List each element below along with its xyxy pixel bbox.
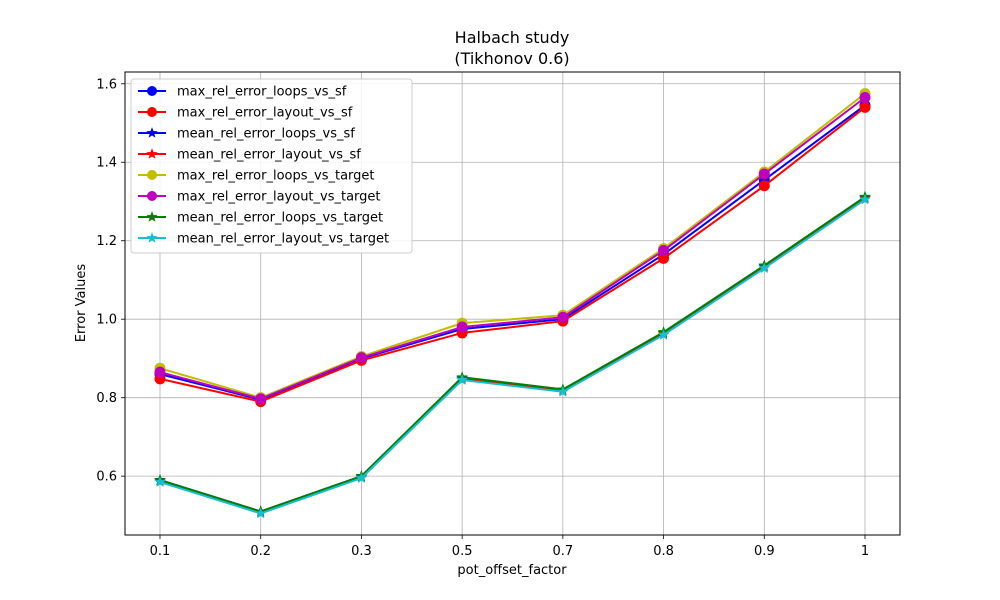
x-axis-label: pot_offset_factor bbox=[457, 563, 567, 578]
legend-marker bbox=[147, 86, 157, 96]
series-line bbox=[159, 106, 866, 403]
legend: max_rel_error_loops_vs_sf max_rel_error_l… bbox=[130, 78, 413, 254]
data-point bbox=[255, 393, 267, 405]
legend-item: max_rel_error_loops_vs_target bbox=[138, 169, 375, 184]
legend-label: mean_rel_error_loops_vs_sf bbox=[177, 127, 355, 142]
data-point bbox=[557, 311, 569, 323]
data-point bbox=[859, 101, 871, 113]
x-tick-label: 0.3 bbox=[351, 544, 372, 559]
legend-marker bbox=[147, 170, 157, 180]
series-line bbox=[159, 92, 866, 399]
legend-label: max_rel_error_layout_vs_target bbox=[177, 190, 381, 205]
legend-label: max_rel_error_loops_vs_target bbox=[177, 169, 375, 184]
series-line bbox=[159, 96, 866, 400]
data-point bbox=[355, 472, 368, 483]
x-tick-label: 0.9 bbox=[754, 544, 775, 559]
legend-item: mean_rel_error_layout_vs_sf bbox=[138, 148, 361, 163]
data-point bbox=[758, 180, 770, 192]
data-point bbox=[456, 321, 468, 333]
legend-item: mean_rel_error_loops_vs_target bbox=[138, 211, 383, 226]
legend-item: mean_rel_error_loops_vs_sf bbox=[138, 127, 355, 142]
legend-item: max_rel_error_loops_vs_sf bbox=[138, 85, 347, 100]
y-axis-label: Error Values bbox=[74, 264, 89, 343]
chart-title: Halbach study bbox=[455, 28, 570, 47]
series-mean_rel_error_layout_vs_target bbox=[154, 193, 871, 519]
y-axis-ticks: 0.6 0.8 1.0 1.2 1.4 1.6 bbox=[96, 77, 125, 485]
legend-label: mean_rel_error_layout_vs_sf bbox=[177, 148, 361, 163]
x-tick-label: 0.8 bbox=[653, 544, 674, 559]
legend-label: mean_rel_error_loops_vs_target bbox=[177, 211, 383, 226]
x-axis-ticks: 0.1 0.2 0.3 0.5 0.7 0.8 0.9 1 bbox=[150, 535, 869, 559]
y-tick-label: 1.4 bbox=[96, 156, 117, 171]
legend-label: max_rel_error_loops_vs_sf bbox=[177, 85, 347, 100]
series-lines bbox=[154, 88, 871, 519]
series-max_rel_error_layout_vs_target bbox=[154, 92, 871, 405]
legend-marker bbox=[147, 107, 157, 117]
x-tick-label: 0.2 bbox=[250, 544, 271, 559]
y-tick-label: 0.6 bbox=[96, 470, 117, 485]
data-point bbox=[657, 328, 670, 340]
chart-subtitle: (Tikhonov 0.6) bbox=[454, 49, 569, 68]
y-tick-label: 1.0 bbox=[96, 313, 117, 328]
data-point bbox=[557, 385, 569, 397]
plot-area-frame bbox=[124, 71, 901, 536]
data-point bbox=[859, 193, 871, 205]
legend-item: mean_rel_error_layout_vs_target bbox=[138, 232, 389, 247]
data-point bbox=[758, 262, 771, 274]
data-point bbox=[355, 352, 367, 364]
legend-label: max_rel_error_layout_vs_sf bbox=[177, 106, 353, 121]
legend-frame bbox=[130, 78, 413, 254]
x-tick-label: 0.7 bbox=[553, 544, 574, 559]
legend-marker bbox=[146, 232, 158, 243]
legend-label: mean_rel_error_layout_vs_target bbox=[177, 232, 389, 247]
legend-marker bbox=[146, 211, 158, 222]
series-line bbox=[159, 198, 866, 515]
data-point bbox=[658, 245, 670, 257]
legend-item: max_rel_error_layout_vs_sf bbox=[138, 106, 353, 121]
y-tick-label: 1.2 bbox=[96, 234, 117, 249]
legend-marker bbox=[147, 191, 157, 201]
x-tick-label: 0.1 bbox=[150, 544, 171, 559]
data-point bbox=[154, 366, 166, 378]
data-point bbox=[456, 373, 468, 385]
legend-marker bbox=[146, 127, 158, 138]
data-point bbox=[758, 168, 770, 180]
x-tick-label: 1 bbox=[861, 544, 869, 559]
legend-marker bbox=[146, 148, 158, 159]
data-point bbox=[254, 507, 267, 519]
y-tick-label: 0.8 bbox=[96, 391, 117, 406]
y-tick-label: 1.6 bbox=[96, 77, 117, 92]
legend-item: max_rel_error_layout_vs_target bbox=[138, 190, 381, 205]
data-point bbox=[859, 92, 871, 104]
series-line bbox=[159, 195, 866, 513]
data-point bbox=[154, 475, 166, 487]
x-tick-label: 0.5 bbox=[452, 544, 473, 559]
